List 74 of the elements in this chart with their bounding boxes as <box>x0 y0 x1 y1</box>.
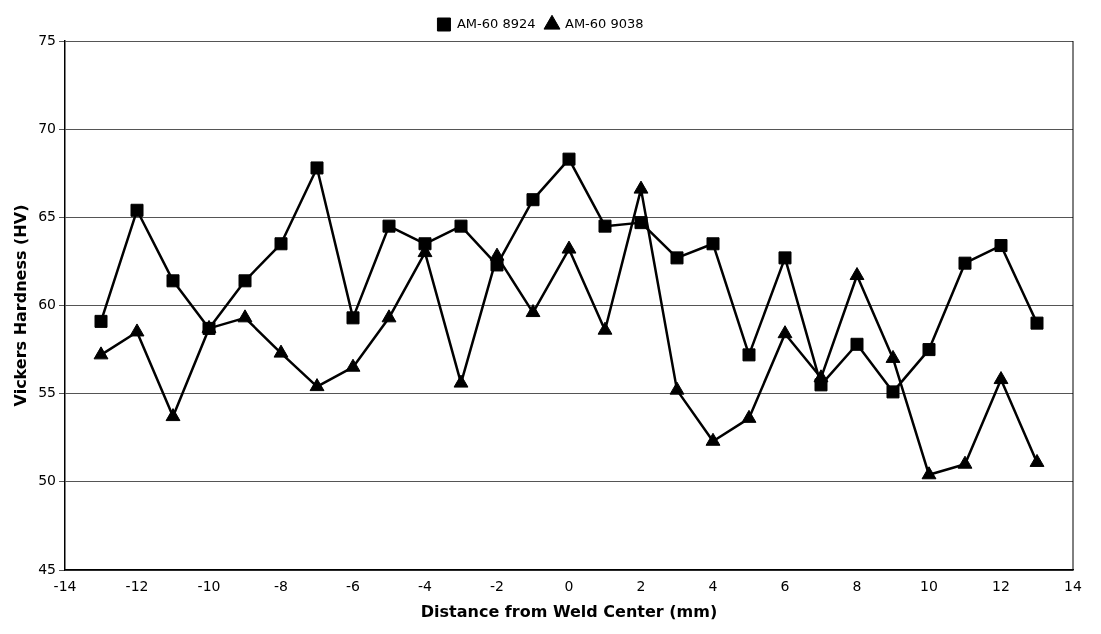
point <box>526 193 540 207</box>
y-tick-label: 75 <box>38 31 57 48</box>
point <box>166 274 180 288</box>
point <box>454 219 468 233</box>
legend-label: AM-60 9038 <box>565 15 644 31</box>
point <box>525 304 541 318</box>
point <box>346 311 360 325</box>
point <box>669 381 685 395</box>
point <box>885 349 901 363</box>
point <box>345 358 361 372</box>
point <box>597 321 613 335</box>
point <box>705 432 721 446</box>
point <box>310 161 324 175</box>
x-tick-label: 8 <box>852 578 862 595</box>
point <box>850 337 864 351</box>
x-axis-title: Distance from Weld Center (mm) <box>420 601 718 621</box>
x-tick-label: -6 <box>346 578 361 595</box>
point <box>561 240 577 254</box>
point <box>238 274 252 288</box>
x-tick-label: -8 <box>274 578 288 595</box>
point <box>670 251 684 265</box>
x-tick-label: 10 <box>920 578 938 595</box>
point <box>129 323 145 337</box>
x-tick-label: -12 <box>125 578 149 595</box>
x-tick-label: -14 <box>53 578 77 595</box>
point <box>1030 316 1044 330</box>
point <box>562 152 576 166</box>
point <box>598 219 612 233</box>
point <box>490 258 504 272</box>
y-axis-title: Vickers Hardness (HV) <box>10 204 30 407</box>
point <box>93 346 109 360</box>
x-tick-label: 4 <box>708 578 718 595</box>
point <box>922 343 936 357</box>
point <box>706 237 720 251</box>
point <box>165 408 181 422</box>
x-tick-label: 12 <box>992 578 1010 595</box>
y-tick-label: 65 <box>38 207 57 224</box>
point <box>741 409 757 423</box>
point <box>273 344 289 358</box>
point <box>94 314 108 328</box>
point <box>382 219 396 233</box>
point <box>957 455 973 469</box>
y-tick-label: 70 <box>38 119 57 136</box>
y-tick-label: 60 <box>38 296 57 313</box>
point <box>777 325 793 339</box>
point <box>778 251 792 265</box>
y-tick-label: 55 <box>38 384 57 401</box>
x-tick-label: -2 <box>490 578 504 595</box>
point <box>381 309 397 323</box>
point <box>634 216 648 230</box>
y-tick-label: 50 <box>38 472 57 489</box>
point <box>274 237 288 251</box>
x-tick-label: 6 <box>780 578 790 595</box>
x-tick-label: 0 <box>564 578 574 595</box>
point <box>1029 453 1045 467</box>
point <box>309 378 325 392</box>
point <box>994 239 1008 253</box>
x-tick-label: -4 <box>418 578 433 595</box>
point <box>921 466 937 480</box>
x-tick-label: 2 <box>636 578 646 595</box>
point <box>993 371 1009 385</box>
y-tick-label: 45 <box>38 560 57 577</box>
x-tick-label: 14 <box>1064 578 1082 595</box>
point <box>958 256 972 270</box>
x-tick-label: -10 <box>197 578 221 595</box>
point <box>814 378 828 392</box>
point <box>418 237 432 251</box>
point <box>742 348 756 362</box>
legend-label: AM-60 8924 <box>456 15 536 31</box>
point <box>849 267 865 281</box>
point <box>237 309 253 323</box>
point <box>453 374 469 388</box>
point <box>130 203 144 217</box>
point <box>886 385 900 399</box>
